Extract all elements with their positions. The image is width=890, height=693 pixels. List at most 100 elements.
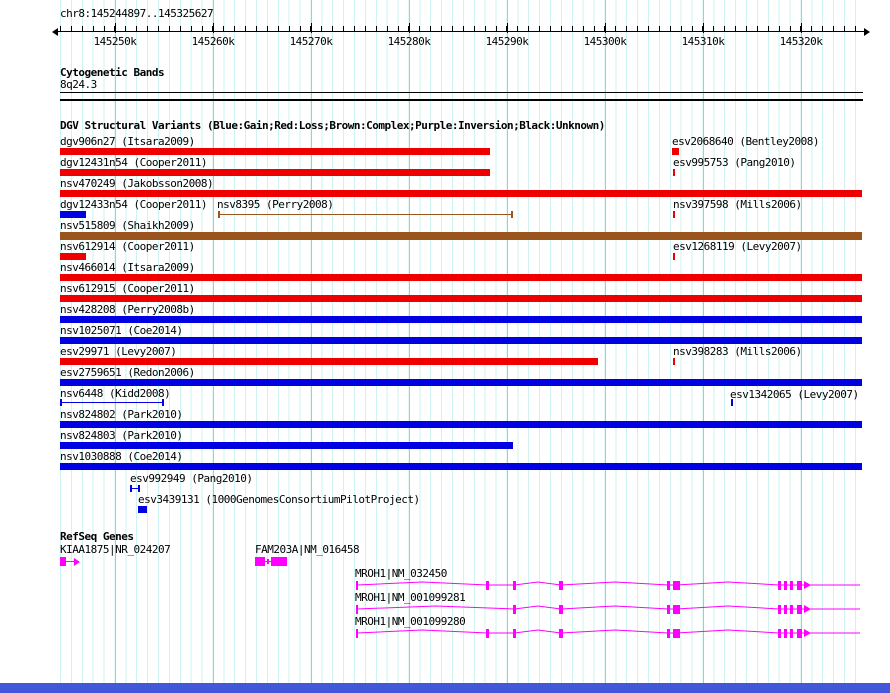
variant-bar[interactable] [60, 169, 490, 176]
variant-bar[interactable] [673, 253, 675, 260]
variant-label: nsv612915 (Cooper2011) [60, 282, 195, 295]
ruler-minor-tick [550, 26, 551, 31]
gene-direction-arrow-icon [74, 558, 80, 566]
region-label: chr8:145244897..145325627 [60, 7, 214, 20]
ruler-major-tick [311, 23, 312, 33]
ruler-major-tick [801, 23, 802, 33]
variant-bar[interactable] [60, 463, 862, 470]
ruler-minor-tick [278, 26, 279, 31]
ruler-minor-tick [408, 26, 409, 31]
variant-label: nsv398283 (Mills2006) [673, 345, 802, 358]
gene-intron-line [66, 561, 74, 562]
ruler-tick-label: 145310k [681, 35, 725, 48]
ruler-minor-tick [202, 26, 203, 31]
ruler-minor-tick [779, 26, 780, 31]
ruler-minor-tick [60, 26, 61, 31]
ruler-minor-tick [833, 26, 834, 31]
variant-label: esv995753 (Pang2010) [673, 156, 796, 169]
gene-structure[interactable] [0, 574, 890, 596]
ruler-tick-label: 145250k [93, 35, 137, 48]
variant-bar[interactable] [138, 506, 147, 513]
variant-bar[interactable] [60, 211, 86, 218]
variant-bar[interactable] [731, 399, 733, 406]
variant-bar[interactable] [60, 316, 862, 323]
ruler-minor-tick [376, 26, 377, 31]
variant-label: esv3439131 (1000GenomesConsortiumPilotPr… [138, 493, 420, 506]
cytoband-band[interactable] [60, 92, 863, 101]
variant-line-end-tick [218, 211, 220, 218]
gene-exon[interactable] [255, 557, 265, 566]
variant-bar[interactable] [60, 190, 862, 197]
variant-bar[interactable] [60, 148, 490, 155]
ruler-minor-tick [822, 26, 823, 31]
variant-bar[interactable] [60, 379, 862, 386]
variant-bar[interactable] [60, 274, 862, 281]
gene-exon[interactable] [271, 557, 287, 566]
variant-bar[interactable] [60, 295, 862, 302]
gene-label: MROH1|NM_001099281 [355, 591, 466, 604]
refseq-section-title: RefSeq Genes [60, 530, 134, 543]
ruler-minor-tick [191, 26, 192, 31]
ruler-minor-tick [517, 26, 518, 31]
gene-structure[interactable] [0, 622, 890, 644]
ruler-minor-tick [713, 26, 714, 31]
ruler-minor-tick [245, 26, 246, 31]
ruler-minor-tick [757, 26, 758, 31]
variant-line[interactable] [130, 488, 140, 489]
variant-label: nsv824802 (Park2010) [60, 408, 183, 421]
variant-bar[interactable] [673, 169, 675, 176]
ruler-minor-tick [332, 26, 333, 31]
ruler-minor-tick [496, 26, 497, 31]
variant-line-end-tick [130, 485, 132, 492]
ruler-minor-tick [561, 26, 562, 31]
ruler-tick-label: 145290k [485, 35, 529, 48]
ruler-minor-tick [528, 26, 529, 31]
variant-bar[interactable] [60, 232, 862, 240]
ruler-minor-tick [71, 26, 72, 31]
ruler-tick-label: 145270k [289, 35, 333, 48]
ruler-minor-tick [648, 26, 649, 31]
ruler-minor-tick [735, 26, 736, 31]
variant-bar[interactable] [673, 211, 675, 218]
variant-label: nsv6448 (Kidd2008) [60, 387, 171, 400]
variant-bar[interactable] [60, 442, 513, 449]
ruler-minor-tick [485, 26, 486, 31]
ruler-minor-tick [681, 26, 682, 31]
variant-line[interactable] [60, 402, 164, 403]
gene-exon[interactable] [267, 559, 269, 564]
ruler-minor-tick [452, 26, 453, 31]
ruler-minor-tick [626, 26, 627, 31]
ruler-minor-tick [223, 26, 224, 31]
ruler-minor-tick [800, 26, 801, 31]
ruler-minor-tick [583, 26, 584, 31]
ruler-tick-label: 145260k [191, 35, 235, 48]
gene-label: MROH1|NM_001099280 [355, 615, 466, 628]
ruler-minor-tick [746, 26, 747, 31]
ruler-minor-tick [811, 26, 812, 31]
ruler-minor-tick [93, 26, 94, 31]
ruler-minor-tick [702, 26, 703, 31]
ruler-tick-label: 145280k [387, 35, 431, 48]
gene-label: KIAA1875|NR_024207 [60, 543, 171, 556]
variant-bar[interactable] [60, 358, 598, 365]
gene-label: MROH1|NM_032450 [355, 567, 447, 580]
ruler-minor-tick [387, 26, 388, 31]
ruler-minor-tick [289, 26, 290, 31]
ruler-minor-tick [136, 26, 137, 31]
variant-bar[interactable] [60, 421, 862, 428]
variant-bar[interactable] [60, 253, 86, 260]
variant-bar[interactable] [60, 337, 862, 344]
ruler-major-tick [213, 23, 214, 33]
variant-bar[interactable] [673, 358, 675, 365]
variant-line[interactable] [218, 214, 513, 215]
ruler-minor-tick [594, 26, 595, 31]
variant-line-end-tick [60, 399, 62, 406]
gene-structure[interactable] [0, 598, 890, 620]
ruler-minor-tick [768, 26, 769, 31]
gene-exon[interactable] [60, 557, 66, 566]
variant-bar[interactable] [672, 148, 679, 155]
ruler-minor-tick [125, 26, 126, 31]
ruler-minor-tick [82, 26, 83, 31]
ruler-major-tick [605, 23, 606, 33]
